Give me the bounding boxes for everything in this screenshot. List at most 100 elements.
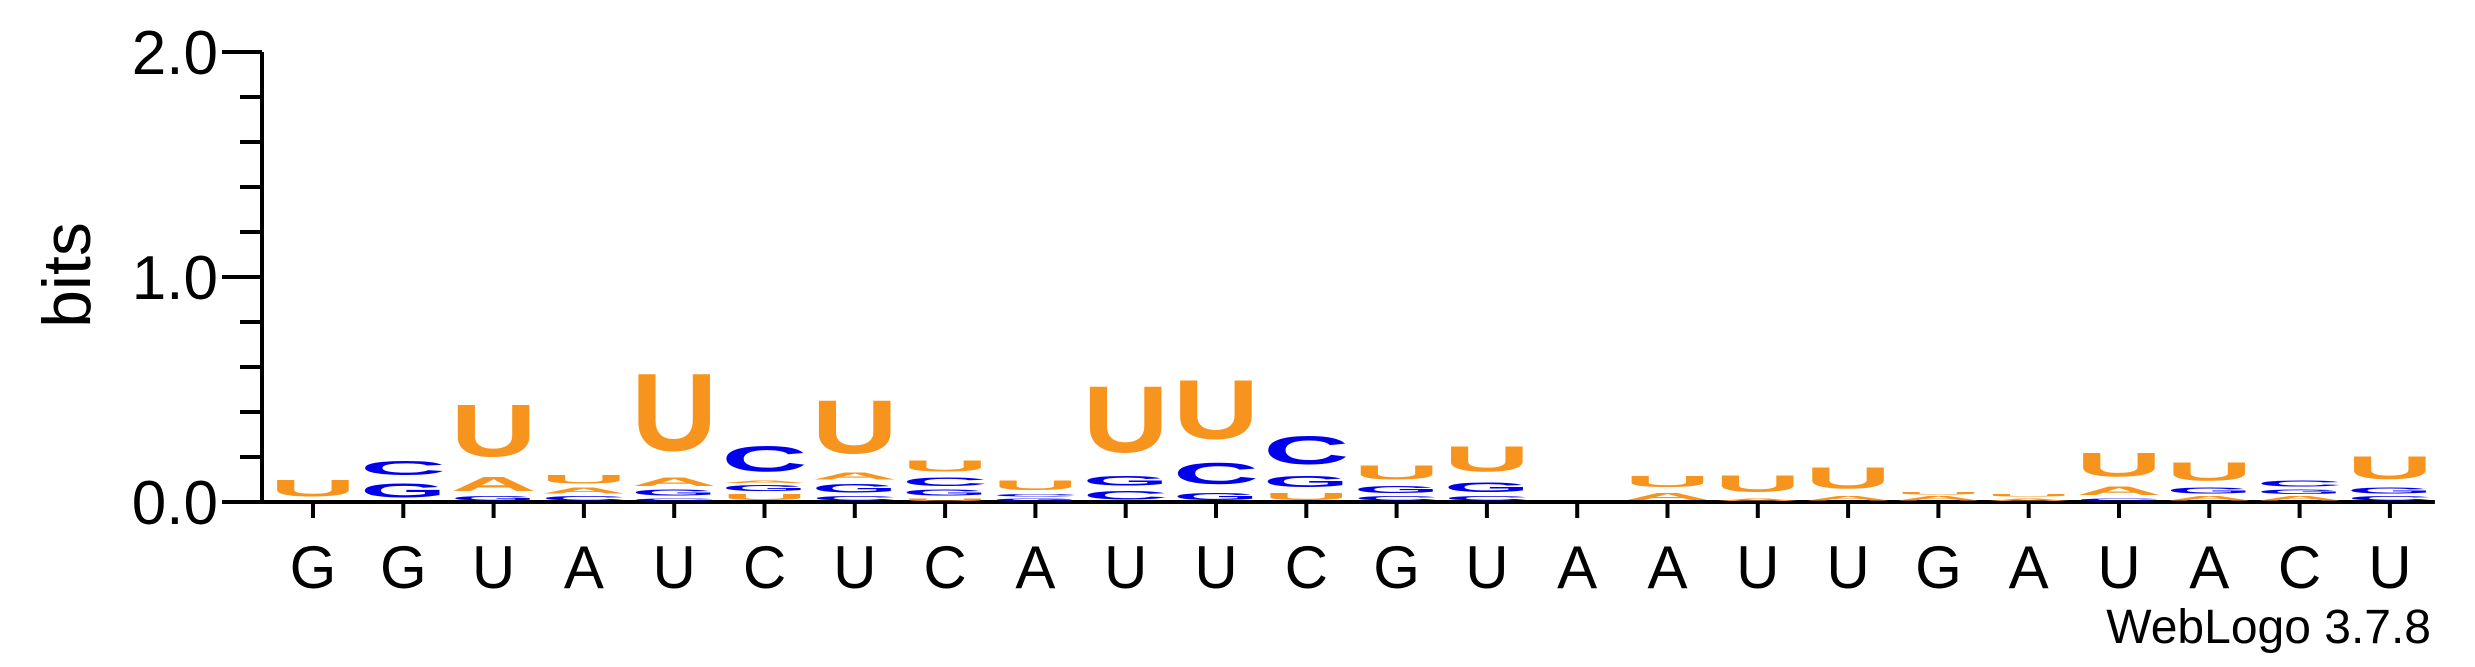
logo-letter-U: U [1354, 462, 1440, 484]
logo-letter-A: A [1805, 495, 1891, 502]
logo-letter-U: U [631, 352, 717, 475]
logo-glyph: G [1173, 491, 1259, 502]
logo-letter-C: C [1173, 457, 1259, 491]
logo-letter-G: G [1354, 484, 1440, 495]
x-tick-label: A [2189, 534, 2229, 601]
logo-letter-C: C [992, 493, 1078, 497]
logo-letter-A: A [1715, 497, 1801, 501]
x-tick-label: C [743, 534, 786, 601]
logo-letter-C: C [2257, 479, 2343, 488]
logo-glyph: C [541, 495, 627, 502]
logo-glyph: U [1263, 491, 1349, 502]
x-tick-label: U [2368, 534, 2411, 601]
x-tick-label: A [564, 534, 604, 601]
logo-glyph: A [1624, 491, 1710, 502]
logo-glyph: G [360, 479, 446, 502]
logo-letter-C: C [631, 497, 717, 501]
logo-letter-U: U [1083, 367, 1169, 472]
y-tick-label: 2.0 [132, 19, 218, 88]
logo-glyph: U [2347, 450, 2433, 486]
logo-glyph: U [1625, 473, 1711, 491]
logo-glyph: A [1805, 495, 1891, 502]
logo-letter-U: U [2347, 450, 2433, 486]
logo-glyph: G [1083, 473, 1169, 489]
logo-letter-U: U [1173, 362, 1259, 456]
logo-letter-U: U [2166, 457, 2252, 486]
logo-letter-U: U [270, 475, 356, 502]
x-tick-label: C [923, 534, 966, 601]
logo-glyph: U [812, 385, 898, 470]
logo-letter-G: G [631, 488, 717, 497]
logo-letter-G: G [2257, 488, 2343, 495]
logo-glyph: C [2076, 497, 2162, 501]
x-tick-label: A [2009, 534, 2049, 601]
logo-letter-U: U [1444, 439, 1530, 480]
credit-text: WebLogo 3.7.8 [2106, 601, 2431, 654]
logo-letter-A: A [2257, 495, 2343, 502]
logo-letter-C: C [360, 457, 446, 479]
x-tick-label: G [1915, 534, 1962, 601]
logo-letter-A: A [1986, 497, 2072, 501]
logo-glyph: G [2347, 486, 2433, 495]
logo-letter-C: C [721, 439, 807, 480]
logo-glyph: U [1354, 462, 1440, 484]
logo-glyph: A [812, 471, 898, 482]
logo-glyph: U [451, 390, 537, 473]
logo-glyph: C [1083, 488, 1169, 502]
logo-glyph: A [631, 475, 717, 489]
logo-letter-U: U [451, 390, 537, 473]
logo-glyph: A [2076, 484, 2162, 498]
logo-letter-U: U [722, 493, 808, 502]
logo-glyph: A [2166, 495, 2252, 502]
x-tick-label: A [1557, 534, 1597, 601]
logo-letter-C: C [902, 475, 988, 489]
logo-glyph: G [812, 482, 898, 495]
logo-glyph: U [541, 473, 627, 487]
x-tick-label: U [1194, 534, 1237, 601]
letter-stacks: U GCGAUCAUCGAUUGACCGAUUGCUGCUCGUGCUUGCCGU… [270, 352, 2433, 502]
logo-glyph: U [1083, 367, 1169, 472]
logo-letter-C: C [1083, 488, 1169, 502]
x-tick-label: U [833, 534, 876, 601]
logo-letter-G: G [992, 497, 1078, 502]
logo-glyph: U [270, 475, 356, 502]
x-tick-label: U [2097, 534, 2140, 601]
x-tick-label: U [653, 534, 696, 601]
logo-glyph: U [1986, 493, 2072, 497]
logo-glyph: U [1173, 362, 1259, 456]
logo-letter-G: G [451, 495, 537, 502]
logo-letter-G: G [902, 488, 988, 497]
logo-letter-C: C [1354, 495, 1440, 502]
logo-letter-G: G [2166, 486, 2252, 495]
logo-letter-U: U [902, 497, 988, 501]
logo-glyph: A [1715, 497, 1801, 501]
axes: 0.0 1.0 2.0 [132, 19, 2435, 538]
logo-glyph: U [1805, 462, 1891, 496]
logo-letter-U: U [541, 473, 627, 487]
logo-glyph: U [992, 477, 1078, 493]
logo-glyph: U [902, 457, 988, 475]
logo-letter-C: C [812, 495, 898, 502]
logo-letter-U: U [1263, 491, 1349, 502]
x-tick-label: G [1373, 534, 1420, 601]
logo-letter-G: G [360, 479, 446, 502]
logo-glyph: A [1895, 495, 1981, 502]
logo-glyph: U [722, 493, 808, 502]
logo-letter-U: U [902, 457, 988, 475]
logo-letter-A: A [631, 475, 717, 489]
logo-letter-U: U [1625, 473, 1711, 491]
logo-glyph: C [1263, 428, 1349, 473]
logo-glyph: C [902, 475, 988, 489]
logo-glyph: C [812, 495, 898, 502]
logo-letter-A: A [2166, 495, 2252, 502]
logo-glyph: C [360, 457, 446, 479]
x-tick-label: U [1736, 534, 1779, 601]
x-tick-label: U [1826, 534, 1869, 601]
y-tick-label: 1.0 [132, 244, 218, 313]
logo-letter-G: G [812, 482, 898, 495]
logo-letter-C: C [2347, 495, 2433, 502]
x-tick-label: A [1647, 534, 1687, 601]
logo-letter-A: A [722, 479, 808, 483]
logo-glyph: U [1444, 439, 1530, 480]
